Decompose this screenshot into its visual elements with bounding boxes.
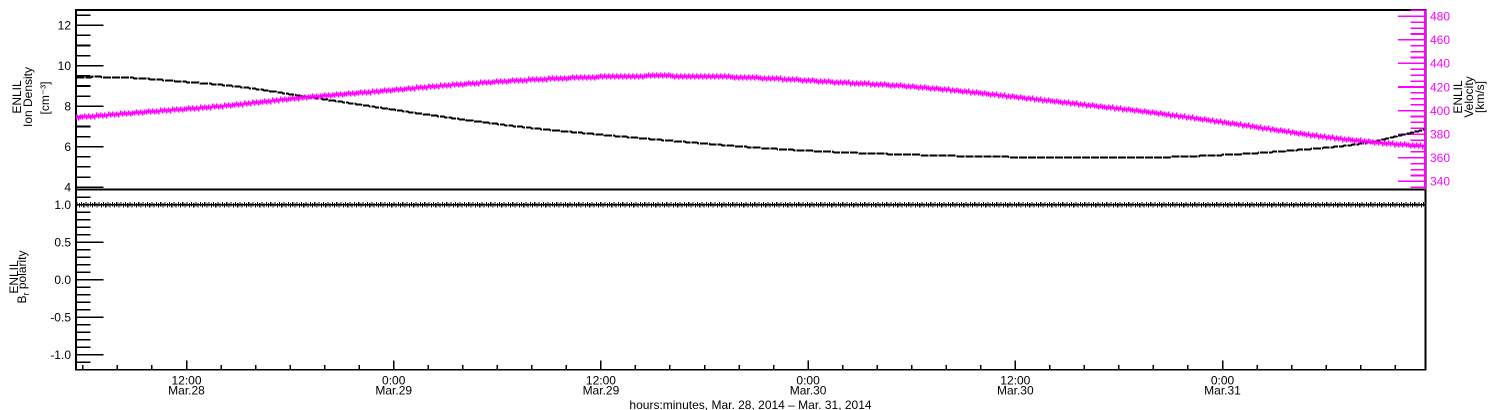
velocity-tick-label: 460 xyxy=(1430,33,1450,47)
density-tick-label: 12 xyxy=(58,19,72,33)
density-tick-label: 6 xyxy=(64,140,71,154)
polarity-tick-label: 1.0 xyxy=(54,198,71,212)
velocity-tick-label: 380 xyxy=(1430,127,1450,141)
date-tick-label: Mar.29 xyxy=(583,383,620,397)
velocity-tick-label: 420 xyxy=(1430,80,1450,94)
polarity-axis-title-line2: Br polarity xyxy=(14,250,32,304)
time-tick-label: 0:00 xyxy=(382,374,406,388)
density-tick-label: 8 xyxy=(64,100,71,114)
density-tick-label: 10 xyxy=(58,59,72,73)
velocity-tick-label: 360 xyxy=(1430,151,1450,165)
date-tick-label: Mar.28 xyxy=(168,383,205,397)
polarity-tick-label: 0.0 xyxy=(54,273,71,287)
time-tick-label: 0:00 xyxy=(796,374,820,388)
polarity-tick-label: -1.0 xyxy=(50,348,71,362)
date-tick-label: Mar.30 xyxy=(997,383,1034,397)
velocity-tick-label: 340 xyxy=(1430,175,1450,189)
time-tick-label: 12:00 xyxy=(171,374,201,388)
date-tick-label: Mar.31 xyxy=(1204,383,1241,397)
time-tick-label: 12:00 xyxy=(1000,374,1030,388)
velocity-curve xyxy=(76,74,1424,148)
time-tick-label: 0:00 xyxy=(1211,374,1235,388)
velocity-tick-label: 400 xyxy=(1430,104,1450,118)
density-axis-title-line2: Ion Density xyxy=(21,66,36,127)
ion-density-curve xyxy=(76,75,1425,159)
date-tick-label: Mar.29 xyxy=(375,383,412,397)
density-axis-title-units: [cm⁻³] xyxy=(38,81,53,115)
xaxis-title: hours:minutes, Mar. 28, 2014 – Mar. 31, … xyxy=(629,397,872,410)
density-tick-label: 4 xyxy=(64,180,71,194)
velocity-tick-label: 440 xyxy=(1430,57,1450,71)
polarity-tick-label: 0.5 xyxy=(54,235,71,249)
time-tick-label: 12:00 xyxy=(586,374,616,388)
velocity-tick-label: 480 xyxy=(1430,10,1450,24)
date-tick-label: Mar.30 xyxy=(790,383,827,397)
polarity-tick-label: -0.5 xyxy=(50,311,71,325)
velocity-axis-title-units: [km/s] xyxy=(1472,80,1487,113)
